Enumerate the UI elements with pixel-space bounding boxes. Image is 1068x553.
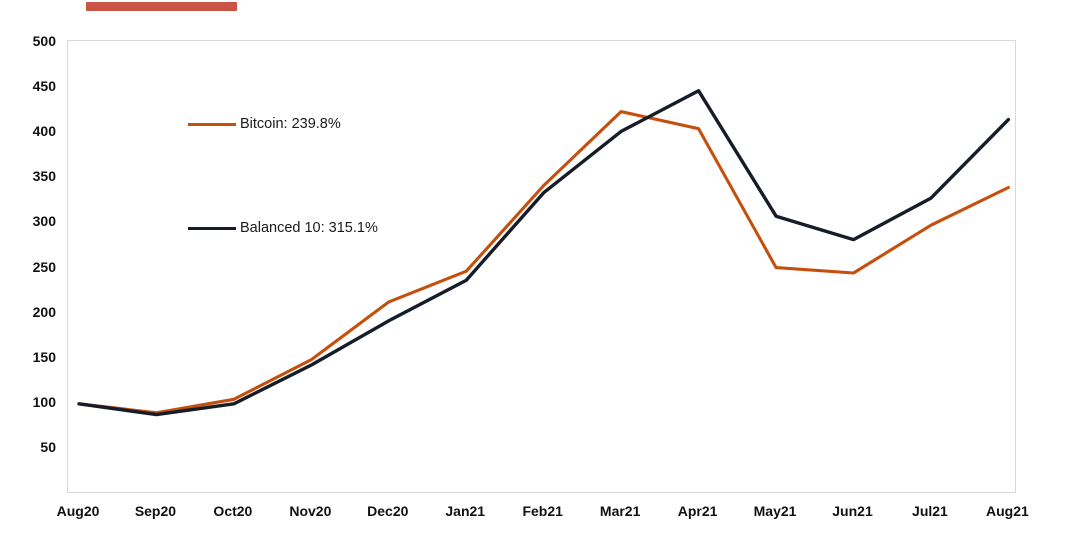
y-axis-tick-label: 400 [32,123,56,140]
y-axis-tick-label: 200 [32,303,56,320]
x-axis-tick-label: Aug20 [56,503,100,519]
x-axis-tick-label: Nov20 [289,503,332,519]
y-axis-tick-label: 250 [32,258,56,275]
legend-label-bitcoin: Bitcoin: 239.8% [240,116,341,132]
y-axis-tick-label: 150 [32,348,56,365]
x-axis-tick-label: Jan21 [445,503,486,519]
x-axis-tick-label: Sep20 [134,503,177,519]
legend-item-balanced-10[interactable]: Balanced 10: 315.1% [188,219,378,237]
y-axis-tick-label: 500 [32,33,56,49]
y-axis-tick-label: 300 [32,213,56,230]
chart-canvas [77,89,1011,417]
x-axis-tick-label: Jul21 [912,503,948,519]
bitcoin-line-swatch [188,122,236,126]
x-axis-tick-label: Apr21 [677,503,718,519]
x-axis-tick-label: Jun21 [832,503,873,519]
x-axis-tick-label: Aug21 [985,503,1029,519]
legend-item-bitcoin[interactable]: Bitcoin: 239.8% [188,115,341,133]
plot-area: Bitcoin: 239.8% Balanced 10: 315.1% [67,40,1016,493]
x-axis-tick-label: May21 [753,503,797,519]
y-axis-tick-label: 450 [32,78,56,95]
x-axis-tick-label: Feb21 [522,503,563,519]
x-axis-tick-label: Mar21 [599,503,641,519]
series-line-balanced-10 [77,89,1011,417]
y-axis-tick-label: 50 [40,438,56,455]
balanced-10-line-swatch [188,226,236,230]
y-axis-tick-label: 350 [32,168,56,185]
redacted-title-bar [86,2,237,11]
x-axis-tick-label: Dec20 [367,503,409,519]
x-axis-tick-label: Oct20 [213,503,253,519]
x-axis: Aug20 Sep20 Oct20 Nov20 Dec20 Jan21 Feb21 Mar21… [0,503,1068,529]
legend-label-balanced-10: Balanced 10: 315.1% [240,220,378,236]
y-axis: 50 100 150 200 250 300 350 400 450 500 [0,0,62,553]
series-line-bitcoin [77,110,1010,415]
y-axis-tick-label: 100 [32,393,56,410]
